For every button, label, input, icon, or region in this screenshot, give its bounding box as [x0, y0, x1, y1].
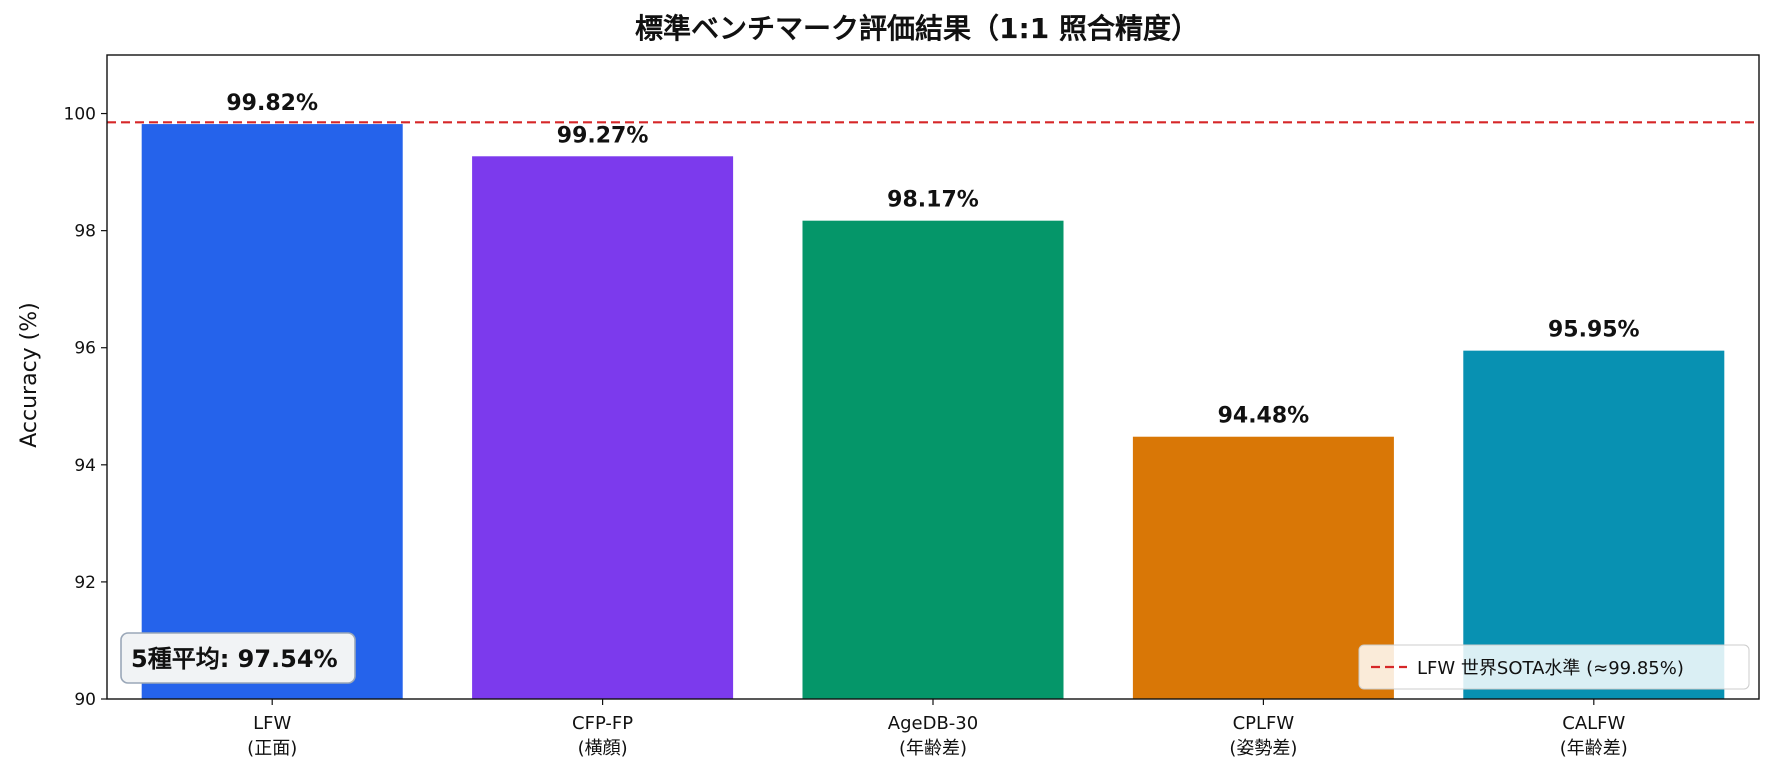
y-tick-label-100: 100: [64, 105, 96, 125]
bar-2: [802, 220, 1064, 699]
data-label-0: 99.82%: [226, 91, 318, 116]
plot-area: 99.82% LFW (正面) 99.27% CFP-FP (横顔) 98.17% AgeDB…: [64, 54, 1760, 759]
data-label-4: 95.95%: [1548, 318, 1640, 343]
x-tick-label-1-0: CFP-FP: [572, 713, 633, 734]
average-annotation: 5種平均: 97.54%: [131, 645, 338, 673]
legend-box: [1358, 644, 1750, 690]
bar-1: [472, 156, 734, 699]
y-axis-label: Accuracy (%): [17, 302, 42, 448]
chart-title: 標準ベンチマーク評価結果（1:1 照合精度）: [635, 12, 1199, 45]
x-tick-label-0-1: (正面): [247, 738, 297, 759]
y-tick-label-96: 96: [74, 339, 96, 359]
x-tick-label-2-0: AgeDB-30: [888, 713, 978, 734]
x-tick-label-2-1: (年齢差): [899, 738, 967, 759]
y-tick-label-92: 92: [74, 573, 96, 593]
x-tick-label-4-1: (年齢差): [1560, 738, 1628, 759]
y-tick-label-90: 90: [74, 690, 96, 710]
data-label-2: 98.17%: [887, 188, 979, 213]
x-tick-label-0-0: LFW: [253, 713, 291, 734]
data-label-3: 94.48%: [1218, 404, 1310, 429]
x-tick-label-1-1: (横顔): [578, 738, 628, 759]
bar-3: [1132, 436, 1394, 699]
y-tick-label-98: 98: [74, 222, 96, 242]
average-annotation-box: [120, 632, 356, 684]
x-tick-label-4-0: CALFW: [1562, 713, 1625, 734]
x-tick-label-3-0: CPLFW: [1233, 713, 1295, 734]
bar-0: [141, 124, 403, 700]
data-label-1: 99.27%: [557, 123, 649, 148]
axes-frame: [106, 54, 1760, 700]
bar-4: [1463, 350, 1725, 699]
y-tick-label-94: 94: [74, 456, 96, 476]
legend-entry: LFW 世界SOTA水準 (≈99.85%): [1417, 658, 1684, 679]
x-tick-label-3-1: (姿勢差): [1229, 738, 1297, 759]
